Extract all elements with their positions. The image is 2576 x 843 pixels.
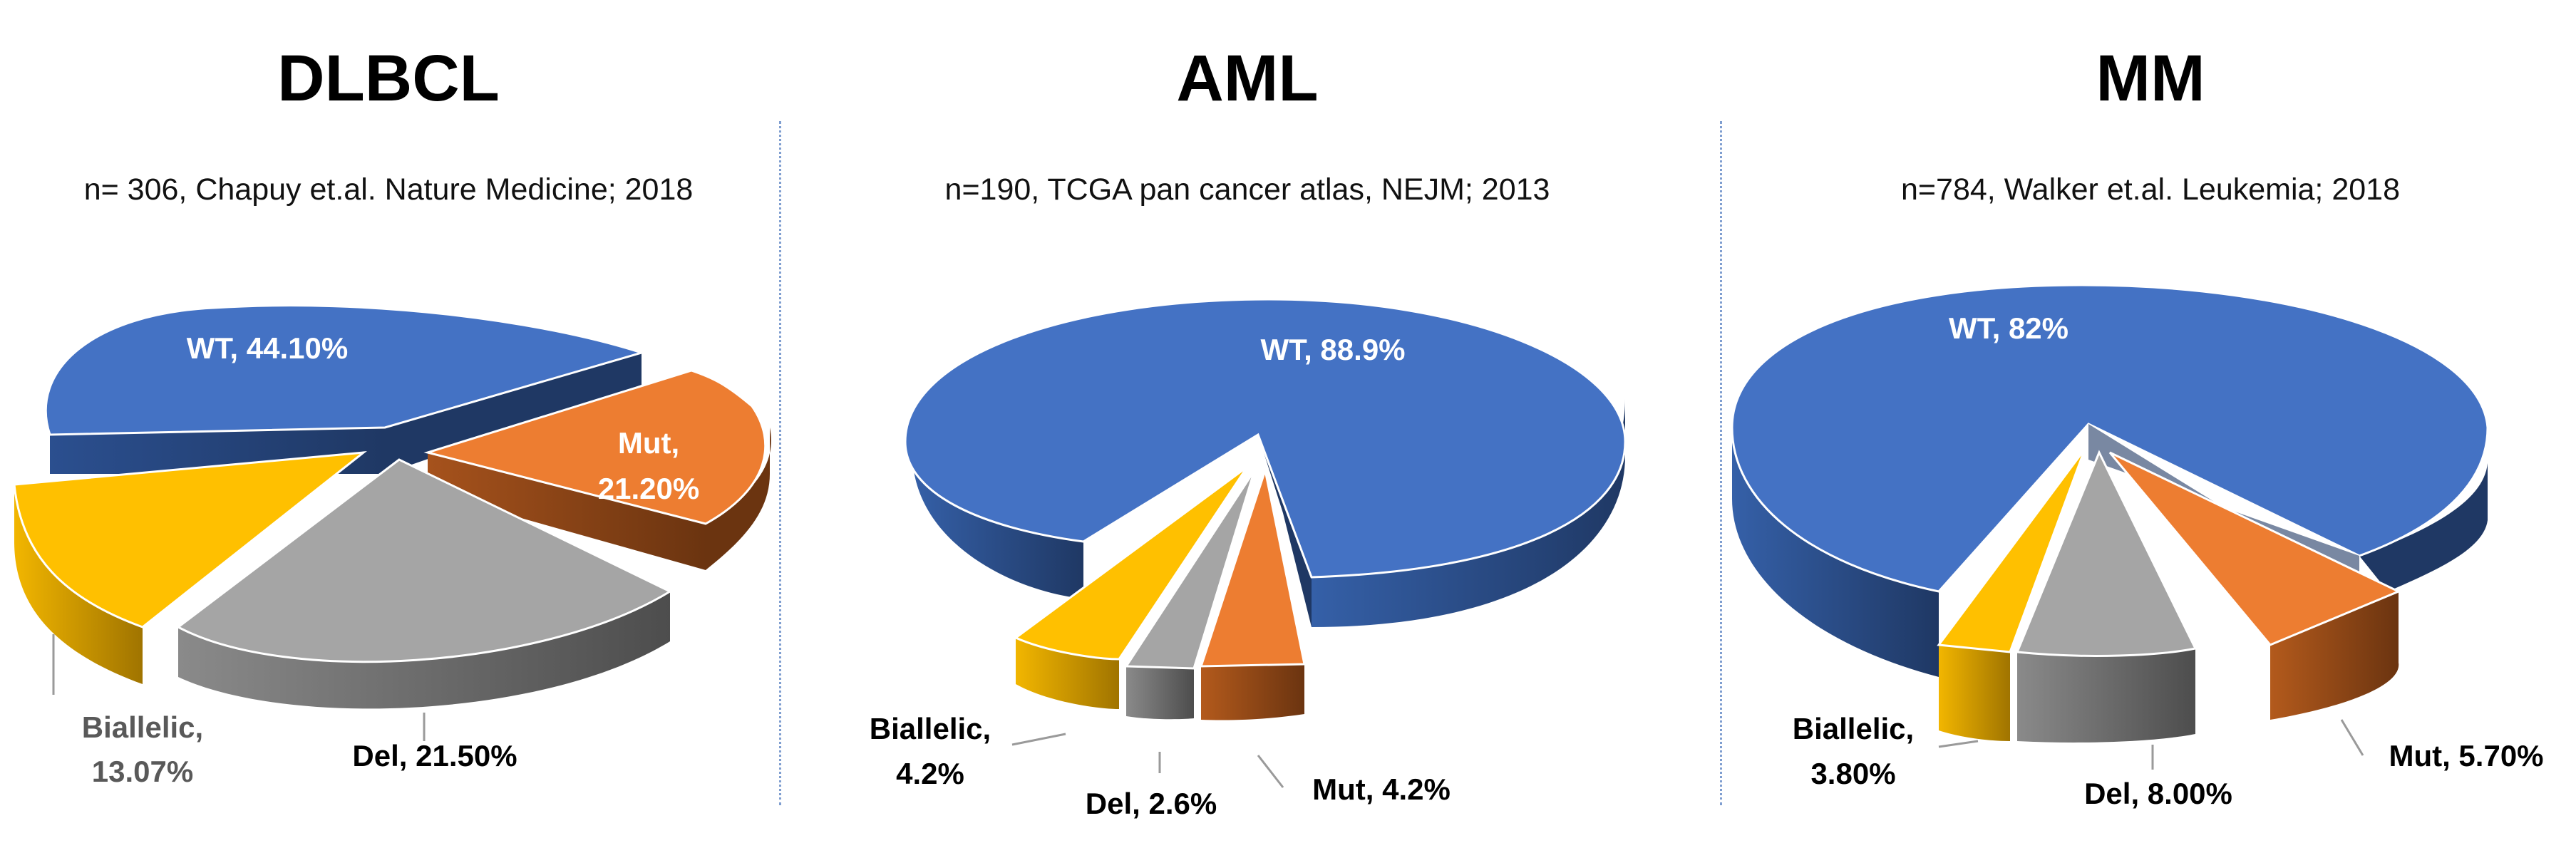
aml-source: n=190, TCGA pan cancer atlas, NEJM; 2013 bbox=[944, 172, 1550, 207]
mm-label-mut: Mut, 5.70% bbox=[2389, 739, 2543, 772]
dlbcl-slice-del bbox=[176, 458, 673, 709]
mm-label-biallelic-name: Biallelic, bbox=[1793, 712, 1914, 745]
aml-slice-wt bbox=[904, 298, 1627, 627]
divider-left bbox=[779, 121, 781, 805]
dlbcl-label-biallelic-value: 13.07% bbox=[92, 755, 193, 788]
mm-label-del: Del, 8.00% bbox=[2084, 777, 2232, 810]
mm-label-biallelic-value: 3.80% bbox=[1810, 757, 1895, 790]
mm-leader-biallelic bbox=[1938, 740, 1979, 748]
dlbcl-label-del: Del, 21.50% bbox=[352, 739, 517, 772]
dlbcl-label-wt: WT, 44.10% bbox=[187, 331, 348, 365]
mm-slice-biallelic bbox=[1937, 448, 2086, 741]
dlbcl-panel: DLBCL n= 306, Chapuy et.al. Nature Medic… bbox=[0, 0, 777, 843]
aml-leader-biallelic bbox=[1011, 733, 1066, 746]
mm-label-wt: WT, 82% bbox=[1949, 311, 2068, 345]
mm-source: n=784, Walker et.al. Leukemia; 2018 bbox=[1901, 172, 2400, 207]
dlbcl-source: n= 306, Chapuy et.al. Nature Medicine; 2… bbox=[83, 172, 694, 207]
dlbcl-slice-mut bbox=[423, 369, 771, 570]
aml-leader-mut bbox=[1257, 755, 1284, 788]
aml-label-biallelic-value: 4.2% bbox=[896, 757, 964, 790]
aml-label-del: Del, 2.6% bbox=[1086, 787, 1217, 820]
mm-pie-chart: WT, 82% Biallelic, 3.80% Del, 8.00% Mut,… bbox=[1731, 284, 2544, 810]
aml-slice-mut bbox=[1199, 466, 1306, 720]
mm-leader-mut bbox=[2340, 719, 2364, 756]
aml-label-mut: Mut, 4.2% bbox=[1312, 772, 1451, 806]
dlbcl-label-mut-value: 21.20% bbox=[598, 472, 699, 505]
mm-slice-del bbox=[2015, 450, 2198, 743]
dlbcl-label-biallelic-name: Biallelic, bbox=[82, 710, 203, 744]
divider-right bbox=[1720, 121, 1722, 805]
aml-pie-chart: WT, 88.9% Biallelic, 4.2% Del, 2.6% Mut,… bbox=[870, 298, 1627, 820]
mm-slice-mut bbox=[2108, 451, 2401, 720]
aml-panel: AML n=190, TCGA pan cancer atlas, NEJM; … bbox=[784, 0, 1711, 843]
aml-label-biallelic-name: Biallelic, bbox=[870, 712, 991, 745]
aml-slice-del bbox=[1124, 470, 1256, 720]
dlbcl-slice-biallelic bbox=[13, 451, 367, 684]
aml-slice-biallelic bbox=[1014, 465, 1249, 709]
aml-label-wt: WT, 88.9% bbox=[1260, 333, 1405, 366]
mm-panel: MM n=784, Walker et.al. Leukemia; 2018 bbox=[1725, 0, 2576, 843]
dlbcl-pie-chart: WT, 44.10% Mut, 21.20% Biallelic, 13.07%… bbox=[13, 304, 771, 788]
dlbcl-slice-wt bbox=[44, 304, 646, 474]
aml-title: AML bbox=[1176, 42, 1319, 115]
dlbcl-label-mut-name: Mut, bbox=[618, 426, 679, 460]
mm-title: MM bbox=[2096, 42, 2205, 115]
dlbcl-title: DLBCL bbox=[277, 42, 500, 115]
